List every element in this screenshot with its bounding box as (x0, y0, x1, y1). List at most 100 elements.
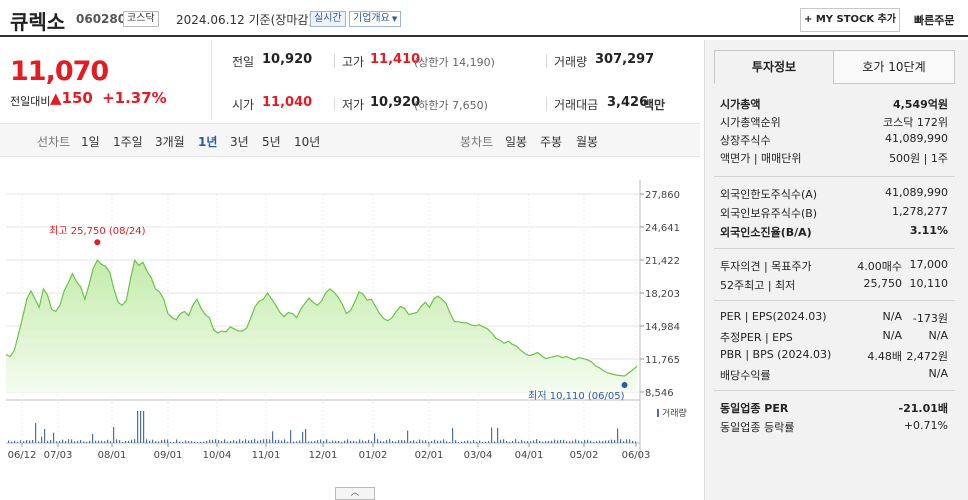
volume-bar (50, 439, 52, 443)
volume-bar (590, 440, 592, 443)
company-info-dropdown[interactable]: 기업개요 ▼ (349, 11, 402, 27)
volume-bar (149, 440, 151, 443)
tab-invest-info[interactable]: 투자정보 (714, 50, 834, 84)
invest-row: PER | EPS(2024.03) N/A -173원 (720, 310, 948, 328)
invest-row-value-1: 4.48배 (867, 350, 902, 363)
volume-bar (551, 440, 553, 443)
invest-row-label: PBR | BPS (2024.03) (720, 348, 832, 361)
invest-row: 시가총액순위 코스닥 172위 (720, 114, 948, 132)
period-5y[interactable]: 5년 (262, 135, 281, 149)
volume-bar (599, 440, 601, 443)
invest-row: 52주최고 | 최저 25,750 10,110 (720, 277, 948, 295)
volume-bar (449, 441, 451, 443)
volume-bar (503, 439, 505, 443)
volume-bar (206, 440, 208, 443)
amount-label: 거래대금 (554, 98, 599, 112)
volume-bar (260, 439, 262, 443)
x-tick-label: 06/12 (8, 450, 37, 461)
invest-row: PBR | BPS (2024.03) 4.48배 2,472원 (720, 348, 948, 366)
volume-bar (134, 439, 136, 443)
lower-limit: (하한가 7,650) (414, 99, 488, 112)
period-10y[interactable]: 10년 (294, 135, 321, 149)
invest-row-label: PER | EPS(2024.03) (720, 310, 827, 323)
expand-chart-button[interactable]: ︿ (335, 487, 375, 500)
volume-bar (611, 439, 613, 443)
volume-bar (161, 439, 163, 443)
x-tick-label: 02/01 (415, 450, 444, 461)
amount-value: 3,426 (607, 95, 649, 110)
volume-label: 거래량 (554, 55, 588, 69)
volume-bar (458, 441, 460, 443)
period-1d[interactable]: 1일 (81, 135, 100, 149)
period-1y[interactable]: 1년 (198, 135, 218, 149)
volume-bar (632, 440, 634, 443)
volume-bar (500, 439, 502, 443)
volume-bar (101, 440, 103, 443)
y-tick-label: 14,984 (645, 322, 680, 333)
volume-bar (455, 440, 457, 443)
volume-bar (188, 440, 190, 443)
volume-bar (221, 440, 223, 443)
period-1w[interactable]: 1주일 (113, 135, 143, 149)
invest-row-label: 동일업종 등락률 (720, 421, 795, 434)
volume-bar (572, 440, 574, 443)
volume-bar (593, 441, 595, 443)
realtime-button[interactable]: 실시간 (310, 11, 346, 27)
volume-bar (92, 434, 94, 443)
volume-bar (443, 439, 445, 443)
x-tick-label: 06/03 (622, 450, 651, 461)
volume-bar (506, 441, 508, 443)
volume-bar (530, 441, 532, 443)
candle-weekly[interactable]: 주봉 (540, 135, 563, 149)
volume-bar (446, 441, 448, 443)
volume-bar (158, 441, 160, 443)
invest-row-value: +0.71% (903, 419, 948, 432)
volume-bar (278, 439, 280, 443)
volume-bar (623, 441, 625, 443)
y-tick-label: 27,860 (645, 190, 680, 201)
volume-bar (377, 439, 379, 443)
volume-bar (617, 428, 619, 443)
price-change: ▲150 +1.37% (50, 89, 167, 107)
volume-bar (56, 441, 58, 443)
invest-row-value: 2,472원 (906, 350, 948, 363)
invest-row-value: 4,549억원 (892, 98, 948, 111)
add-mystock-button[interactable]: + MY STOCK 추가 (800, 8, 900, 32)
high-annotation: 최고 25,750 (08/24) (49, 225, 145, 237)
diff-value: 150 (61, 89, 93, 107)
volume-bar (431, 440, 433, 443)
divider (546, 54, 547, 68)
period-3m[interactable]: 3개월 (155, 135, 185, 149)
volume-bar (560, 439, 562, 443)
volume-bar (110, 441, 112, 443)
invest-row-label: 외국인한도주식수(A) (720, 188, 818, 201)
volume-bar (359, 439, 361, 443)
volume-bar (329, 441, 331, 443)
volume-bar (524, 441, 526, 443)
volume-bar (392, 440, 394, 443)
volume-bar (356, 441, 358, 443)
price-summary-box (0, 40, 212, 120)
volume-bar (248, 440, 250, 443)
invest-row-label: 배당수익률 (720, 369, 771, 382)
invest-row-value: N/A (928, 329, 948, 342)
prev-close-label: 전일 (232, 55, 255, 69)
volume-bar (65, 440, 67, 443)
invest-row-label: 시가총액 (720, 98, 761, 111)
volume-bar (380, 440, 382, 443)
volume-bar (323, 440, 325, 443)
period-3y[interactable]: 3년 (230, 135, 249, 149)
quick-order-button[interactable]: 빠른주문 (914, 14, 955, 27)
candle-daily[interactable]: 일봉 (505, 135, 528, 149)
invest-row-value: 10,110 (909, 277, 949, 290)
volume-bar (113, 426, 115, 443)
volume-bar (299, 440, 301, 443)
open-label: 시가 (232, 98, 255, 112)
section-divider (714, 248, 955, 249)
volume-bar (347, 439, 349, 443)
stock-code: 060280 (76, 12, 127, 26)
price-line (5, 258, 638, 377)
candle-monthly[interactable]: 월봉 (576, 135, 599, 149)
tab-orderbook[interactable]: 호가 10단계 (833, 50, 955, 84)
volume-bar (479, 440, 481, 443)
